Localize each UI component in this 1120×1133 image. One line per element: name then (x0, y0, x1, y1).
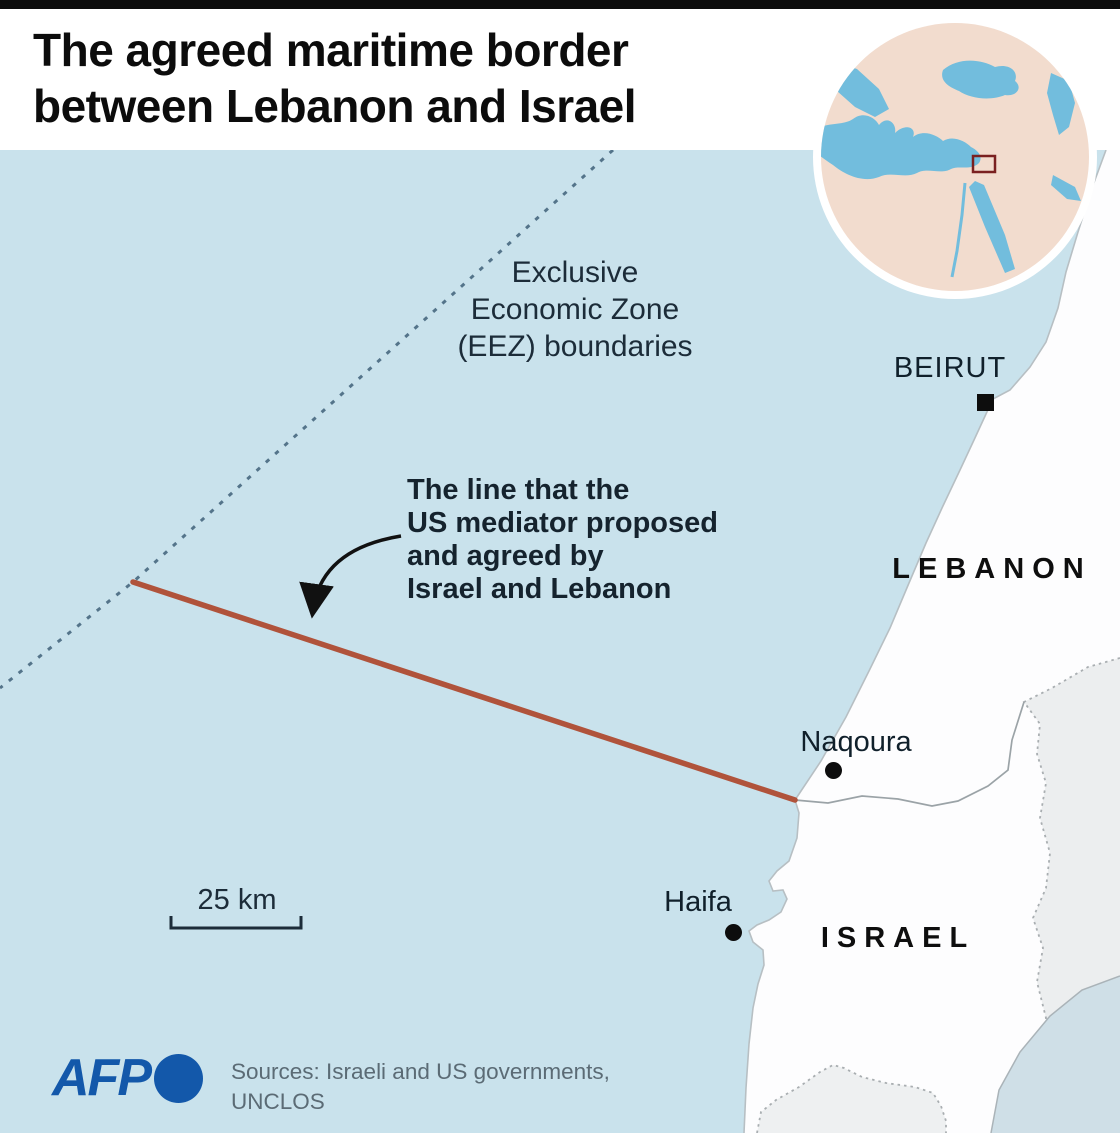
caspian-sea (1047, 73, 1075, 135)
haifa-marker (725, 924, 742, 941)
scale-bar (169, 916, 303, 930)
afp-logo: AFP (52, 1048, 203, 1108)
top-rule (0, 0, 1120, 9)
persian-gulf (1051, 175, 1081, 201)
eez-boundary-line (0, 148, 615, 690)
page-title: The agreed maritime border between Leban… (33, 24, 637, 132)
afp-logo-circle-icon (154, 1053, 203, 1103)
red-sea (969, 181, 1015, 273)
scale-label: 25 km (197, 884, 277, 916)
lebanon-israel-border (794, 701, 1025, 807)
beirut-marker (977, 394, 994, 411)
inset-globe-svg (813, 15, 1097, 299)
mediator-line-label: The line that the US mediator proposed a… (407, 474, 718, 605)
west-bank-region (757, 1065, 946, 1133)
sources-text: Sources: Israeli and US governments, UNC… (231, 1059, 610, 1114)
naqoura-marker (825, 762, 842, 779)
sea-of-galilee-shore (990, 975, 1120, 1133)
city-label-naqoura: Naqoura (800, 726, 912, 758)
inset-seas (821, 59, 1081, 278)
black-sea (942, 60, 1019, 99)
city-label-beirut: BEIRUT (893, 352, 1007, 384)
annotation-arrow (299, 534, 402, 619)
nile-river (950, 182, 967, 278)
city-label-haifa: Haifa (664, 886, 732, 918)
inset-locator-globe (813, 15, 1097, 299)
inset-highlight-rect (971, 154, 997, 174)
afp-logo-text: AFP (52, 1049, 152, 1107)
eez-boundaries-label: Exclusive Economic Zone (EEZ) boundaries (457, 256, 693, 363)
sea-of-galilee (991, 976, 1120, 1133)
country-label-israel: ISRAEL (820, 922, 976, 954)
country-label-lebanon: LEBANON (892, 553, 1092, 585)
mediterranean-sea (821, 115, 981, 180)
land-lebanon-israel (744, 150, 1120, 1133)
agreed-maritime-line (130, 579, 798, 803)
